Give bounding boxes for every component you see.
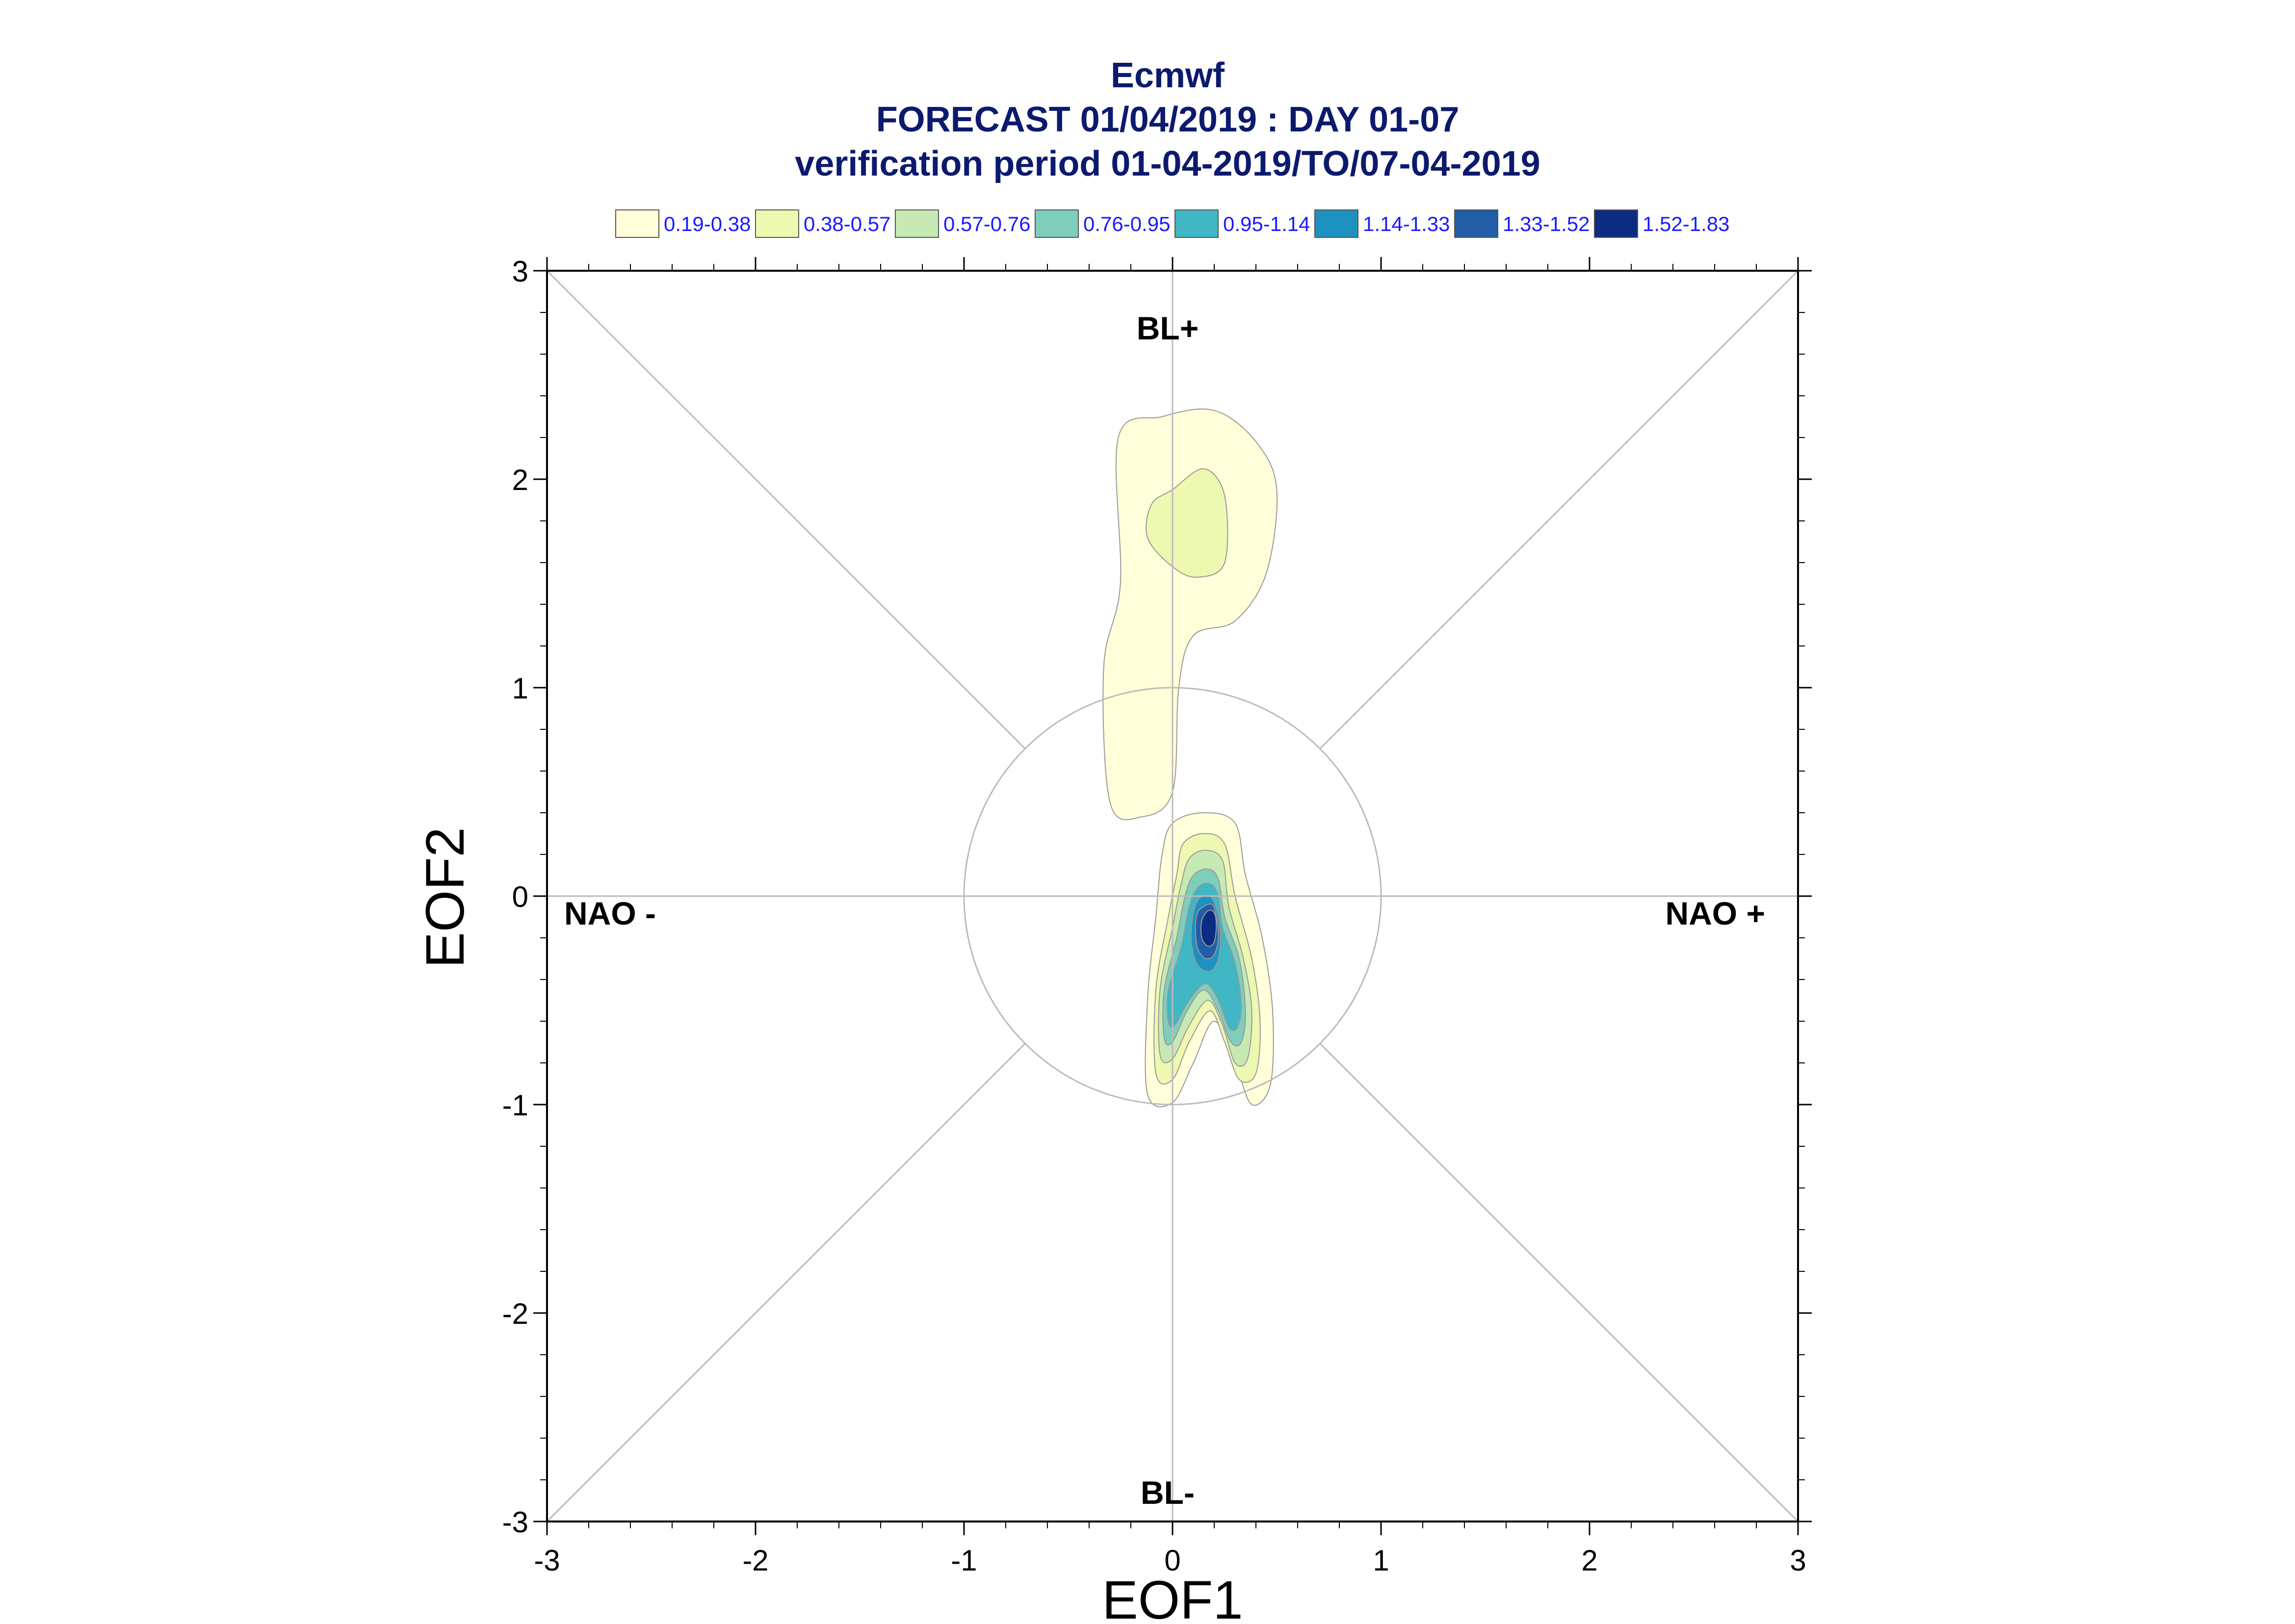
legend-label: 0.95-1.14 (1223, 212, 1310, 235)
regime-label-nao-plus: NAO + (1665, 895, 1765, 931)
legend-swatch (895, 209, 939, 238)
diagonal-guide (1319, 1043, 1799, 1522)
color-legend: 0.19-0.38 0.38-0.57 0.57-0.76 0.76-0.95 0.95… (615, 209, 1729, 238)
x-tick-label: 3 (1790, 1544, 1806, 1577)
y-tick-label: -2 (502, 1297, 528, 1330)
guide-lines (546, 270, 1799, 1522)
legend-label: 1.14-1.33 (1363, 212, 1450, 235)
x-tick-label: 0 (1164, 1544, 1180, 1577)
legend-label: 0.38-0.57 (804, 212, 890, 235)
legend-label: 1.52-1.83 (1643, 212, 1729, 235)
diagonal-guide (1319, 270, 1799, 749)
x-axis-label: EOF1 (1102, 1570, 1243, 1624)
y-axis-label: EOF2 (415, 827, 475, 968)
regime-label-bl-plus: BL+ (1137, 310, 1199, 346)
x-tick-label: -1 (951, 1544, 977, 1577)
x-tick-label: 2 (1581, 1544, 1597, 1577)
chart-title: Ecmwf (1111, 56, 1225, 95)
legend-swatch (1594, 209, 1638, 238)
legend-swatch (755, 209, 799, 238)
legend-label: 0.57-0.76 (943, 212, 1030, 235)
density-contours (1102, 408, 1278, 1108)
legend-swatch (1174, 209, 1219, 238)
axis-ticks: -3 -2 -1 0 1 2 3 -3 -2 -1 0 1 2 3 (502, 255, 1812, 1577)
chart-period: verification period 01-04-2019/TO/07-04-… (795, 144, 1540, 183)
density-region (1146, 468, 1228, 578)
legend-label: 0.19-0.38 (664, 212, 751, 235)
y-tick-label: 3 (512, 255, 528, 288)
chart-subtitle: FORECAST 01/04/2019 : DAY 01-07 (876, 100, 1460, 139)
legend-swatch (1314, 209, 1358, 238)
legend-swatch (615, 209, 659, 238)
regime-label-bl-minus: BL- (1141, 1474, 1195, 1511)
plot-area: -3 -2 -1 0 1 2 3 -3 -2 -1 0 1 2 3 (502, 255, 1812, 1577)
diagonal-guide (546, 1043, 1026, 1522)
regime-label-nao-minus: NAO - (564, 895, 656, 931)
diagonal-guide (546, 270, 1026, 749)
density-region (1102, 408, 1278, 821)
reference-circle (963, 687, 1382, 1106)
y-tick-label: 0 (512, 880, 528, 913)
x-tick-label: 1 (1373, 1544, 1389, 1577)
legend-swatch (1035, 209, 1079, 238)
legend-label: 1.33-1.52 (1503, 212, 1590, 235)
legend-swatch (1454, 209, 1498, 238)
density-region (1200, 909, 1217, 947)
y-tick-label: -3 (502, 1506, 528, 1539)
y-tick-label: -1 (502, 1089, 528, 1122)
y-tick-label: 1 (512, 672, 528, 705)
y-tick-label: 2 (512, 464, 528, 496)
x-tick-label: -2 (742, 1544, 768, 1577)
x-tick-label: -3 (534, 1544, 560, 1577)
legend-label: 0.76-0.95 (1083, 212, 1170, 235)
